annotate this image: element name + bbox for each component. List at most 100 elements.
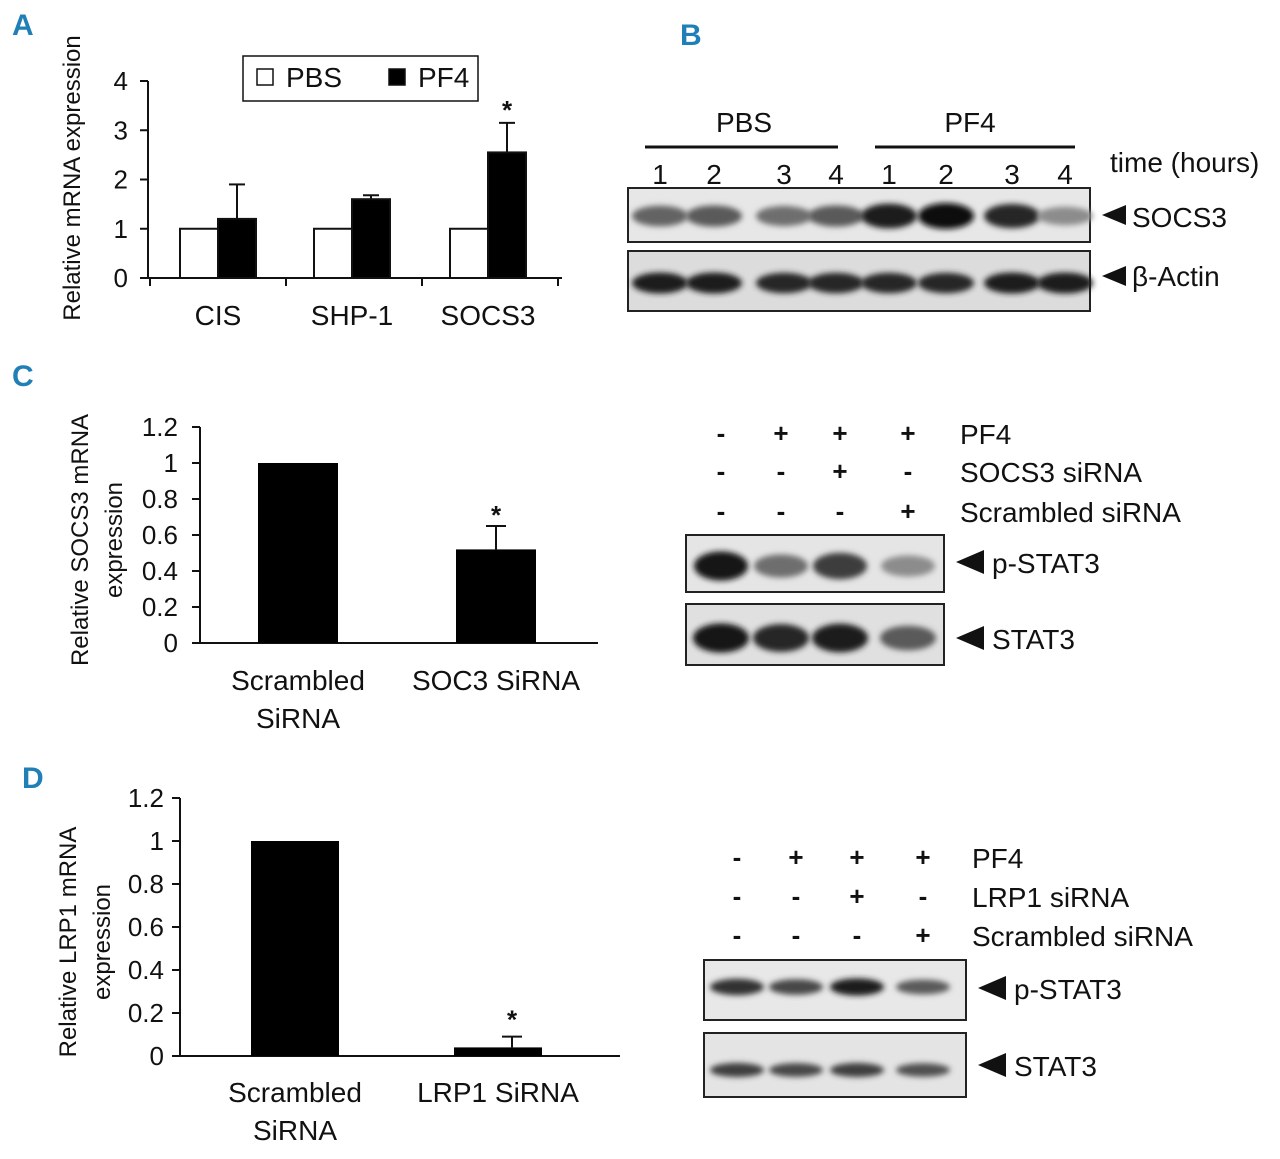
legend-box: [242, 55, 479, 102]
blot-band: [861, 203, 917, 229]
condition-sign: -: [717, 496, 726, 526]
condition-sign: -: [717, 418, 726, 448]
chart-a: PBS PF4 Relative mRNA expression 0 1 2 3 4 CI…: [59, 35, 562, 331]
bar: [251, 841, 339, 1056]
blot-band: [693, 623, 749, 653]
blot-row-label: STAT3: [992, 624, 1075, 655]
condition-sign: +: [915, 920, 930, 950]
x-category-label: SHP-1: [311, 300, 393, 331]
bar-pf4: [487, 151, 527, 280]
condition-sign: -: [777, 456, 786, 486]
blot-band: [769, 1063, 823, 1077]
y-axis-label-a: Relative mRNA expression: [59, 35, 86, 320]
arrowhead-icon: [956, 550, 984, 574]
significance-marker: *: [502, 95, 513, 125]
condition-sign: -: [717, 456, 726, 486]
y-tick-label: 0: [150, 1041, 164, 1071]
condition-sign: +: [832, 418, 847, 448]
blot-band: [1037, 206, 1093, 226]
arrowhead-icon: [1102, 266, 1126, 286]
lane-label: 1: [652, 159, 668, 190]
blot-band: [686, 272, 742, 294]
blot-band: [896, 1063, 950, 1077]
y-tick-label: 0.2: [128, 998, 164, 1028]
y-tick-label: 0.4: [142, 556, 178, 586]
blot-band: [632, 272, 688, 294]
blot-band: [756, 272, 812, 294]
significance-marker: *: [507, 1005, 518, 1035]
y-tick-label: 1.2: [128, 783, 164, 813]
y-tick-label: 4: [114, 66, 128, 96]
arrowhead-icon: [1102, 205, 1126, 225]
lane-label: 3: [1004, 159, 1020, 190]
panel-letter-a: A: [12, 9, 34, 42]
y-tick-label: 0.4: [128, 955, 164, 985]
lane-label: 2: [938, 159, 954, 190]
x-category-label: SiRNA: [256, 703, 340, 734]
condition-sign: -: [792, 881, 801, 911]
blot-band: [813, 552, 867, 580]
y-axis-label-c: Relative SOCS3 mRNA: [67, 414, 94, 666]
condition-sign: +: [773, 418, 788, 448]
condition-sign: +: [900, 496, 915, 526]
y-axis-label-d: Relative LRP1 mRNA: [55, 827, 82, 1058]
condition-sign: +: [915, 842, 930, 872]
y-tick-label: 0.8: [142, 484, 178, 514]
condition-sign: +: [849, 881, 864, 911]
chart-d: Relative LRP1 mRNA expression 0 0.2 0.4 0.6…: [55, 783, 620, 1146]
y-tick-label: 2: [114, 165, 128, 195]
y-axis-label-d: expression: [89, 884, 116, 1000]
condition-label: Scrambled siRNA: [972, 921, 1193, 952]
y-tick-label: 0.6: [142, 520, 178, 550]
blot-band: [808, 205, 864, 227]
blot-band: [918, 272, 974, 294]
blot-band: [710, 978, 764, 996]
blot-band: [753, 624, 809, 652]
panel-letter-d: D: [22, 762, 44, 795]
blot-row-label: p-STAT3: [992, 548, 1100, 579]
y-tick-label: 0.6: [128, 912, 164, 942]
chart-c: Relative SOCS3 mRNA expression 0 0.2 0.4 0.…: [67, 412, 598, 734]
arrowhead-icon: [956, 626, 984, 650]
lane-label: 4: [1057, 159, 1073, 190]
blot-band: [861, 272, 917, 294]
blot-band: [984, 203, 1040, 229]
condition-sign: +: [849, 842, 864, 872]
x-category-label: Scrambled: [228, 1077, 362, 1108]
legend-label-pf4: PF4: [418, 62, 469, 93]
condition-label: PF4: [972, 843, 1023, 874]
blot-band: [808, 272, 864, 294]
bar: [454, 1047, 542, 1056]
lane-label: 4: [828, 159, 844, 190]
blot-row-label: SOCS3: [1132, 202, 1227, 233]
arrowhead-icon: [978, 1053, 1006, 1077]
condition-label: Scrambled siRNA: [960, 497, 1181, 528]
condition-sign: +: [900, 418, 915, 448]
group-label-pbs: PBS: [716, 107, 772, 138]
blot-band: [881, 555, 935, 577]
legend-swatch-pf4: [388, 68, 406, 86]
y-tick-label: 0: [164, 628, 178, 658]
time-label: time (hours): [1110, 147, 1259, 178]
y-tick-label: 1: [164, 448, 178, 478]
panel-letter-c: C: [12, 360, 34, 393]
blot-row-label: STAT3: [1014, 1051, 1097, 1082]
lane-label: 2: [706, 159, 722, 190]
x-category-label: Scrambled: [231, 665, 365, 696]
condition-sign: -: [792, 920, 801, 950]
condition-sign: -: [777, 496, 786, 526]
y-tick-label: 1: [114, 214, 128, 244]
blot-band: [880, 625, 936, 651]
condition-sign: -: [853, 920, 862, 950]
bar-pf4: [217, 217, 257, 279]
condition-sign: -: [733, 842, 742, 872]
bar-pbs: [179, 227, 219, 279]
blot-band: [1037, 272, 1093, 294]
y-tick-label: 1.2: [142, 412, 178, 442]
blot-d: p-STAT3 STAT3 - + + + PF4 - - + - LRP1 siRNA - - - + S…: [703, 842, 1193, 1098]
blot-band: [756, 205, 812, 227]
condition-sign: -: [919, 881, 928, 911]
condition-sign: -: [733, 920, 742, 950]
legend-swatch-pbs: [256, 68, 274, 86]
blot-band: [984, 272, 1040, 294]
